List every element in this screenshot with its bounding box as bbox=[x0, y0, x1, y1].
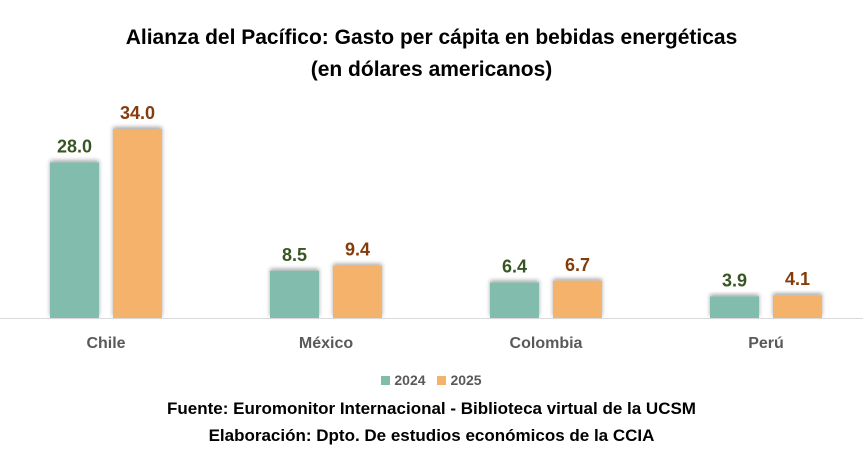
data-label-2024-1: 8.5 bbox=[282, 245, 307, 265]
bar-2024-1 bbox=[270, 270, 319, 318]
bar-2024-2 bbox=[490, 282, 539, 318]
chart-subtitle: (en dólares americanos) bbox=[310, 58, 553, 81]
bar-2025-3 bbox=[773, 295, 822, 318]
legend-label-2025: 2025 bbox=[450, 372, 482, 388]
bar-2025-2 bbox=[553, 280, 602, 318]
bar-2025-1 bbox=[333, 265, 382, 318]
data-label-2025-1: 9.4 bbox=[345, 240, 370, 260]
bar-2024-0 bbox=[50, 162, 99, 318]
category-label-2: Colombia bbox=[510, 335, 583, 352]
data-label-2025-0: 34.0 bbox=[120, 103, 155, 123]
credit-note: Elaboración: Dpto. De estudios económico… bbox=[208, 426, 655, 445]
legend-item-2025: 2025 bbox=[437, 372, 482, 388]
legend-label-2024: 2024 bbox=[394, 372, 426, 388]
legend: 2024 2025 bbox=[0, 372, 863, 388]
data-label-2024-2: 6.4 bbox=[502, 256, 527, 276]
category-label-3: Perú bbox=[748, 335, 784, 352]
data-label-2024-3: 3.9 bbox=[722, 270, 747, 290]
legend-swatch-2025 bbox=[437, 376, 447, 385]
bar-2025-0 bbox=[113, 129, 162, 318]
legend-item-2024: 2024 bbox=[381, 372, 426, 388]
category-label-0: Chile bbox=[86, 335, 125, 352]
chart-title: Alianza del Pacífico: Gasto per cápita e… bbox=[125, 26, 738, 49]
legend-swatch-2024 bbox=[381, 376, 391, 385]
source-note: Fuente: Euromonitor Internacional - Bibl… bbox=[167, 399, 696, 418]
data-label-2024-0: 28.0 bbox=[57, 136, 92, 156]
category-label-1: México bbox=[299, 335, 353, 352]
bar-2024-3 bbox=[710, 296, 759, 318]
data-label-2025-2: 6.7 bbox=[565, 255, 590, 275]
data-label-2025-3: 4.1 bbox=[785, 269, 810, 289]
